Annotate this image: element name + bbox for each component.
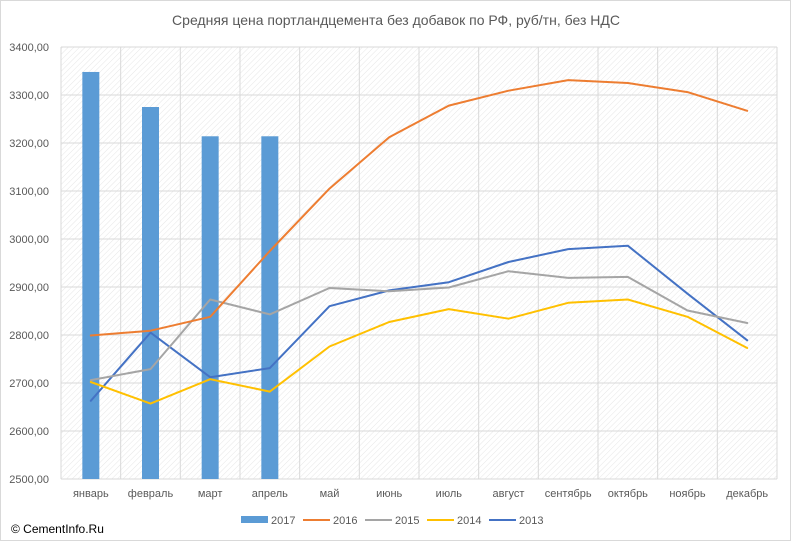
y-tick-label: 3400,00 — [9, 42, 49, 54]
copyright-credit: © CementInfo.Ru — [11, 522, 104, 536]
y-tick-label: 3000,00 — [9, 234, 49, 246]
series-line-2016 — [89, 79, 749, 337]
series-line-2015 — [89, 270, 749, 382]
bar-2017 — [82, 71, 100, 480]
legend-label-2017: 2017 — [271, 515, 295, 527]
x-tick-label: октябрь — [608, 488, 648, 500]
y-tick-label: 2800,00 — [9, 330, 49, 342]
legend-label-2014: 2014 — [457, 515, 481, 527]
x-tick-label: декабрь — [726, 488, 768, 500]
x-tick-label: ноябрь — [669, 488, 706, 500]
y-tick-label: 3300,00 — [9, 90, 49, 102]
x-tick-label: январь — [73, 488, 109, 500]
x-tick-label: август — [493, 488, 525, 500]
y-tick-label: 2700,00 — [9, 378, 49, 390]
bar-2017 — [201, 136, 219, 479]
series-line-2013 — [89, 244, 749, 402]
y-tick-label: 3100,00 — [9, 186, 49, 198]
y-tick-label: 3200,00 — [9, 138, 49, 150]
legend-label-2015: 2015 — [395, 515, 419, 527]
x-tick-label: сентябрь — [545, 488, 592, 500]
legend-label-2013: 2013 — [519, 515, 543, 527]
series-line-2014 — [89, 298, 749, 405]
chart-title: Средняя цена портландцемента без добавок… — [172, 12, 620, 28]
y-tick-label: 2600,00 — [9, 426, 49, 438]
bar-2017 — [142, 107, 159, 479]
x-tick-label: май — [320, 488, 340, 500]
x-tick-label: июль — [436, 488, 463, 500]
x-tick-label: апрель — [252, 488, 288, 500]
bar-2017 — [261, 136, 279, 479]
x-tick-label: март — [198, 488, 223, 500]
legend-label-2016: 2016 — [333, 515, 357, 527]
x-tick-label: февраль — [128, 488, 174, 500]
y-tick-label: 2900,00 — [9, 282, 49, 294]
x-tick-label: июнь — [376, 488, 402, 500]
y-tick-label: 2500,00 — [9, 474, 49, 486]
legend-swatch-2017 — [241, 516, 268, 523]
